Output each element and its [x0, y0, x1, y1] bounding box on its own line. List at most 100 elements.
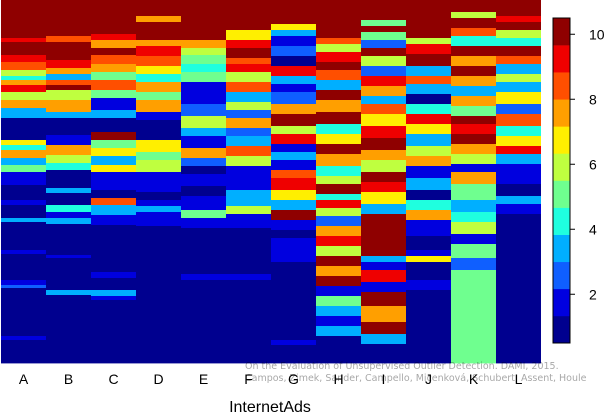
heatmap-cell — [451, 76, 496, 87]
heatmap-cell — [496, 164, 541, 173]
heatmap-cell — [91, 172, 136, 191]
heatmap-cell — [451, 164, 496, 173]
x-tick-label-h: H — [333, 371, 343, 387]
heatmap-cell — [226, 190, 271, 199]
heatmap-column-k — [451, 0, 496, 364]
heatmap-cell — [451, 46, 496, 57]
heatmap-cell — [226, 176, 271, 191]
heatmap-cell — [451, 66, 496, 77]
heatmap-cell — [406, 124, 451, 135]
heatmap-cell — [496, 38, 541, 47]
colorbar-tick-labels: 2 4 6 8 10 — [570, 26, 605, 302]
heatmap-cell — [1, 285, 46, 289]
heatmap-cell — [91, 132, 136, 141]
heatmap-cell — [1, 92, 46, 101]
heatmap-cell — [226, 136, 271, 147]
heatmap-cell — [271, 0, 316, 25]
heatmap-cell — [181, 166, 226, 175]
heatmap-cell — [271, 238, 316, 249]
heatmap-cell — [451, 258, 496, 271]
heatmap-cell — [361, 138, 406, 151]
colorbar-segment — [553, 315, 570, 344]
heatmap-cell — [91, 90, 136, 99]
heatmap-cell — [1, 76, 46, 81]
heatmap-cell — [181, 174, 226, 187]
heatmap-cell — [91, 290, 136, 297]
heatmap-cell — [271, 345, 316, 364]
heatmap-cell — [316, 208, 361, 217]
heatmap-cell — [271, 56, 316, 67]
heatmap-cell — [1, 118, 46, 141]
heatmap-cell — [226, 206, 271, 215]
heatmap-cell — [1, 80, 46, 86]
heatmap-cell — [316, 226, 361, 237]
heatmap-cell — [361, 32, 406, 41]
heatmap-cell — [316, 306, 361, 317]
heatmap-cell — [406, 190, 451, 201]
heatmap-cell — [91, 205, 136, 216]
heatmap-cell — [226, 198, 271, 207]
heatmap-cell — [316, 276, 361, 287]
heatmap-cell — [181, 274, 226, 281]
heatmap-cell — [496, 16, 541, 23]
heatmap-cell — [451, 12, 496, 19]
heatmap-cell — [271, 340, 316, 346]
heatmap-cell — [361, 26, 406, 33]
heatmap-cell — [136, 160, 181, 173]
heatmap-column-i — [361, 0, 406, 364]
x-tick-label-f: F — [244, 371, 253, 387]
heatmap-cell — [271, 24, 316, 31]
heatmap-cell — [406, 210, 451, 221]
heatmap-cell — [136, 172, 181, 193]
heatmap-cell — [496, 146, 541, 155]
colorbar-segment — [553, 261, 570, 290]
heatmap-cell — [271, 84, 316, 93]
heatmap-cell — [46, 193, 91, 206]
heatmap-cell — [316, 52, 361, 63]
heatmap-cell — [496, 184, 541, 197]
heatmap-cell — [226, 166, 271, 177]
heatmap-cell — [361, 306, 406, 323]
heatmap-cell — [226, 146, 271, 157]
heatmap-cell — [1, 222, 46, 231]
heatmap-cell — [91, 80, 136, 91]
heatmap-cell — [361, 76, 406, 87]
heatmap-cell — [451, 28, 496, 37]
heatmap-cell — [496, 46, 541, 57]
heatmap-cell — [451, 36, 496, 47]
heatmap-cell — [1, 288, 46, 337]
heatmap-cell — [271, 126, 316, 135]
heatmap-cell — [496, 56, 541, 65]
heatmap-cell — [91, 215, 136, 226]
heatmap-cell — [271, 220, 316, 231]
heatmap-cell — [181, 72, 226, 83]
heatmap-cell — [316, 336, 361, 347]
heatmap-cell — [271, 190, 316, 201]
heatmap-cell — [226, 72, 271, 83]
heatmap-cell — [361, 0, 406, 21]
heatmap-cell — [451, 212, 496, 223]
heatmap-cell — [451, 18, 496, 29]
colorbar-tick-label: 4 — [589, 221, 597, 237]
heatmap-cell — [496, 0, 541, 17]
heatmap-cell — [361, 150, 406, 161]
heatmap-cell — [91, 165, 136, 173]
heatmap-cell — [136, 82, 181, 93]
heatmap-cell — [46, 90, 91, 101]
colorbar-tick-label: 2 — [589, 286, 597, 302]
heatmap-cell — [1, 336, 46, 341]
heatmap-cell — [361, 96, 406, 105]
heatmap-cell — [181, 92, 226, 105]
x-tick-label-k: K — [469, 371, 479, 387]
heatmap-cell — [181, 48, 226, 56]
heatmap-cell — [181, 104, 226, 117]
heatmap-cell — [496, 74, 541, 83]
heatmap-cell — [496, 204, 541, 215]
heatmap-cell — [451, 86, 496, 97]
heatmap-cell — [226, 82, 271, 93]
heatmap-cell — [1, 158, 46, 166]
heatmap-cell — [136, 22, 181, 29]
heatmap-cell — [136, 112, 181, 121]
heatmap-cell — [1, 0, 46, 39]
heatmap-cell — [361, 270, 406, 283]
